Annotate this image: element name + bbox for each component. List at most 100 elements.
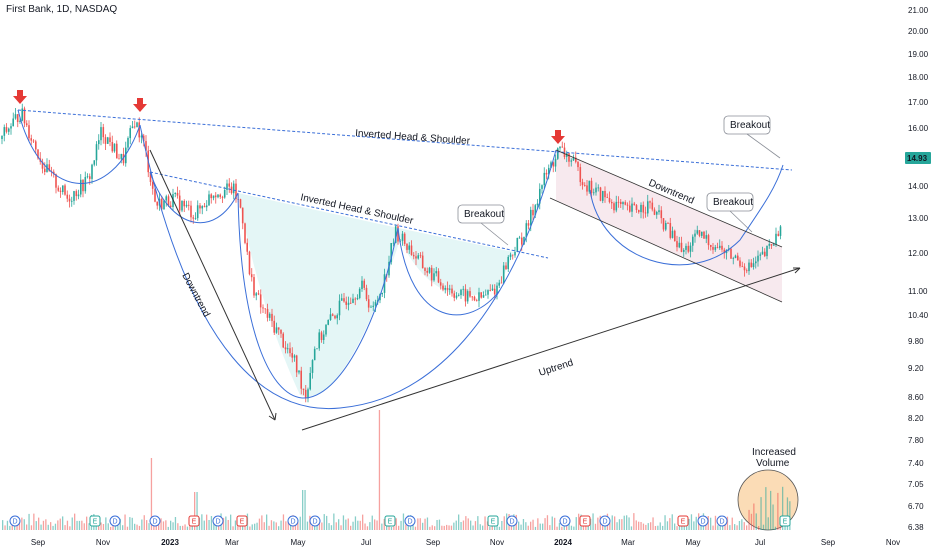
candle-body [223, 190, 226, 198]
volume-bar [525, 522, 527, 530]
time-axis-tick: Mar [225, 538, 239, 547]
volume-bar [369, 522, 371, 530]
candle-body [133, 126, 136, 128]
volume-bar [42, 520, 45, 530]
volume-bar [664, 515, 666, 530]
price-axis-tick: 11.00 [908, 287, 928, 296]
candle-body [552, 162, 555, 167]
price-axis-tick: 7.80 [908, 436, 924, 445]
candle-body [165, 196, 167, 201]
volume-bar [290, 525, 292, 530]
candle-body [89, 176, 91, 179]
time-axis-tick: Mar [621, 538, 635, 547]
candle-body [230, 186, 233, 194]
candle-body [145, 141, 147, 151]
volume-bar [2, 520, 4, 530]
candle-body [302, 388, 305, 390]
candle-body [246, 242, 248, 252]
volume-bar [352, 521, 354, 530]
volume-bars [2, 410, 791, 530]
candle-body [109, 137, 111, 142]
volume-bar [417, 518, 419, 530]
candle-body [48, 164, 51, 172]
breakout-callout-1-text: Breakout [464, 209, 504, 220]
earnings-marker-icon [384, 515, 396, 527]
candle-body [667, 223, 669, 224]
candle-body [187, 204, 190, 206]
volume-bar [558, 522, 561, 530]
candle-body [507, 256, 509, 270]
candle-body [185, 204, 188, 207]
candle-body [692, 236, 694, 246]
candle-body [446, 288, 449, 290]
volume-bar [174, 517, 177, 530]
uptrend-label: Uptrend [538, 357, 575, 378]
dividend-marker-icon [559, 515, 571, 527]
candle-body [199, 205, 201, 209]
event-marker-label: D [562, 519, 567, 526]
candle-body [617, 201, 620, 203]
volume-bar [249, 526, 251, 530]
volume-bar [789, 501, 791, 530]
earnings-marker-icon [188, 515, 200, 527]
volume-bar [222, 517, 225, 530]
price-axis-tick: 19.00 [908, 50, 929, 59]
volume-bar [482, 525, 484, 530]
candle-body [32, 140, 35, 142]
candle-body [100, 127, 102, 141]
candle-body [723, 249, 726, 254]
candle-body [372, 305, 374, 307]
candle-body [678, 242, 681, 248]
volume-bar [419, 518, 421, 530]
candle-body [266, 308, 269, 318]
volume-bar [234, 520, 237, 530]
volume-bar [261, 515, 263, 530]
volume-bar [573, 526, 575, 530]
volume-bar [616, 522, 618, 530]
volume-bar [458, 514, 460, 530]
earnings-marker-icon [487, 515, 499, 527]
candle-body [622, 202, 624, 205]
candle-body [597, 187, 600, 189]
candle-body [356, 298, 359, 300]
earnings-marker-icon [579, 515, 591, 527]
candle-body [536, 203, 539, 206]
breakout-callout-3-pointer [746, 133, 781, 159]
candle-body [419, 255, 422, 257]
volume-bar [18, 520, 21, 530]
candle-body [257, 293, 260, 295]
candle-body [127, 138, 129, 148]
volume-bar [549, 525, 551, 530]
candle-body [140, 135, 143, 138]
candle-body [59, 190, 62, 192]
volume-bar [472, 525, 474, 530]
candle-body [16, 114, 19, 122]
candle-body [545, 172, 548, 175]
volume-bar [762, 524, 765, 530]
candle-body [239, 199, 242, 208]
volume-bar [568, 523, 570, 530]
candle-body [766, 245, 768, 257]
candle-body [397, 226, 399, 242]
volume-bar [551, 516, 553, 530]
volume-bar [210, 516, 213, 530]
volume-bar [395, 518, 397, 530]
volume-bar [184, 524, 186, 530]
volume-bar [671, 514, 673, 530]
candle-body [739, 260, 741, 267]
event-marker-label: E [783, 519, 788, 526]
volume-bar [326, 515, 328, 530]
volume-bar [753, 503, 755, 530]
large-cup-curve [139, 124, 557, 410]
dividend-marker-icon [212, 515, 224, 527]
candle-body [91, 164, 93, 179]
volume-bar [748, 509, 750, 530]
time-axis-tick: Sep [426, 538, 441, 547]
volume-bar [484, 516, 486, 530]
candle-body [3, 127, 6, 136]
event-marker-label: E [388, 519, 393, 526]
candle-body [192, 217, 194, 219]
volume-bar [131, 517, 133, 530]
candle-body [548, 167, 550, 175]
